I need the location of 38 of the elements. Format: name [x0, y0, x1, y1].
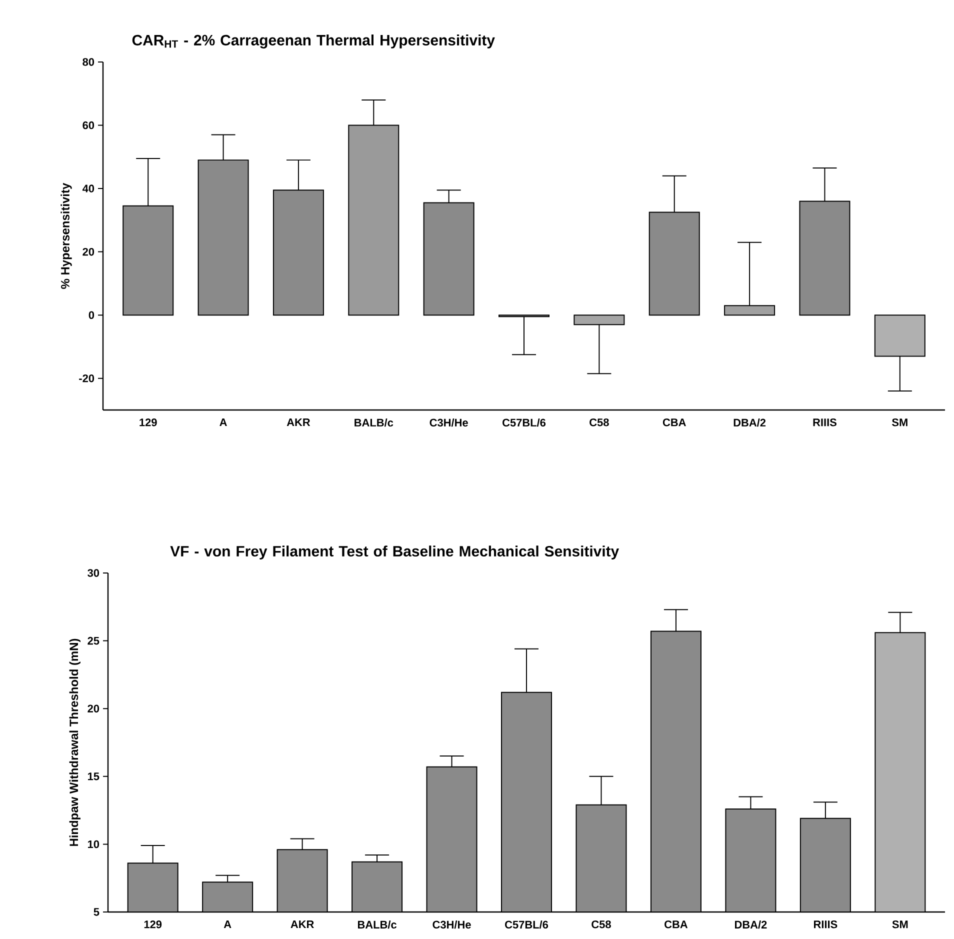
- x-tick-label: AKR: [290, 920, 314, 928]
- x-tick-label: 129: [144, 920, 162, 928]
- x-tick-label: C58: [592, 920, 611, 928]
- x-tick-label: C57BL/6: [502, 418, 546, 427]
- x-tick-label: AKR: [286, 418, 310, 426]
- x-tick-label: A: [224, 920, 232, 928]
- y-tick-label: 10: [88, 840, 100, 848]
- x-tick-label: C3H/He: [430, 418, 468, 427]
- x-tick-label: C3H/He: [432, 920, 471, 929]
- x-tick-label: A: [220, 418, 227, 426]
- y-tick-label: 25: [88, 636, 100, 645]
- x-tick-label: RIIIS: [814, 920, 838, 928]
- y-tick-label: 60: [82, 121, 94, 130]
- y-tick-label: 30: [88, 569, 100, 577]
- y-axis-title: Hindpaw Withdrawal Threshold (mN): [69, 638, 80, 846]
- x-tick-label: BALB/c: [354, 418, 394, 427]
- y-tick-label: 20: [88, 704, 100, 712]
- y-tick-label: 20: [82, 248, 94, 256]
- x-tick-label: DBA/2: [734, 418, 766, 427]
- x-tick-label: SM: [892, 920, 908, 928]
- y-tick-label: 40: [82, 184, 94, 192]
- x-tick-label: SM: [892, 418, 908, 426]
- x-tick-label: 129: [140, 418, 157, 426]
- y-tick-label: -20: [79, 374, 94, 382]
- x-tick-label: CBA: [664, 920, 688, 928]
- y-tick-label: 0: [88, 311, 94, 319]
- y-axis-title: % Hypersensitivity: [60, 182, 72, 289]
- y-tick-label: 80: [82, 58, 94, 66]
- x-tick-label: BALB/c: [358, 920, 396, 929]
- x-tick-label: C58: [590, 418, 609, 426]
- y-tick-label: 15: [88, 772, 100, 780]
- x-tick-label: CBA: [662, 418, 686, 426]
- y-tick-label: 5: [94, 908, 100, 916]
- chart-title: CAR$_{HT}$ - 2% Carrageenan Thermal Hypersensitivity: [132, 34, 495, 48]
- x-tick-label: C57BL/6: [505, 920, 548, 929]
- x-tick-label: RIIIS: [813, 418, 836, 426]
- x-tick-label: DBA/2: [735, 920, 767, 929]
- chart-title: VF - von Frey Filament Test of Baseline Mechanical Sensitivity: [170, 546, 620, 560]
